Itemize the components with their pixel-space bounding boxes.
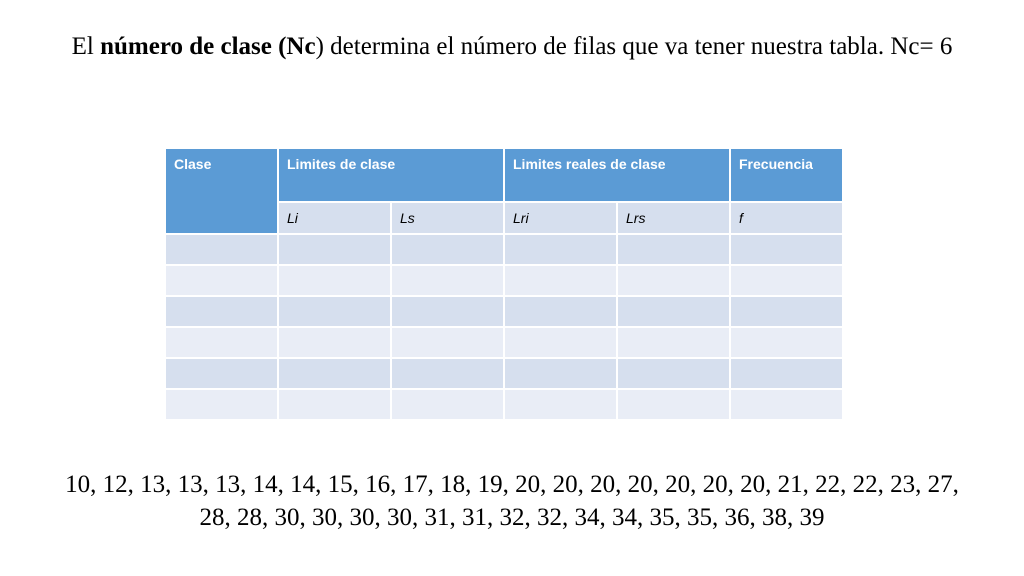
table-row [164,357,844,390]
subheader-lrs: Lrs [616,201,731,235]
table-cell [164,388,279,421]
subheader-li: Li [277,201,392,235]
table-row [164,233,844,266]
table-cell [503,233,618,266]
table-cell [164,233,279,266]
table-cell [729,357,844,390]
header-row: Clase Limites de clase Limites reales de… [164,147,844,235]
frequency-table: Clase Limites de clase Limites reales de… [164,147,844,421]
table-cell [390,264,505,297]
header-clase: Clase [164,147,279,235]
table-cell [164,295,279,328]
table-cell [616,264,731,297]
table-cell [616,357,731,390]
table-cell [277,264,392,297]
table-cell [277,388,392,421]
table-row [164,295,844,328]
subheader-row: Li Ls Lri Lrs f [165,201,844,235]
table-cell [503,388,618,421]
table-cell [277,233,392,266]
table-cell [503,295,618,328]
subheader-ls: Ls [390,201,505,235]
table-cell [503,357,618,390]
table-cell [616,295,731,328]
table-cell [616,233,731,266]
table-cell [277,357,392,390]
table-cell [503,264,618,297]
table-cell [729,388,844,421]
table-cell [729,264,844,297]
table-row [164,388,844,421]
data-values: 10, 12, 13, 13, 13, 14, 14, 15, 16, 17, … [65,471,959,531]
table-cell [277,295,392,328]
header-frecuencia: Frecuencia [729,147,844,203]
subheader-lri: Lri [503,201,618,235]
slide-title: El número de clase (Nc) determina el núm… [60,30,964,63]
table-cell [729,233,844,266]
table-cell [729,326,844,359]
table-cell [164,357,279,390]
table-row [164,264,844,297]
title-part2: ) determina el número de filas que va te… [315,33,953,60]
header-limites-reales: Limites reales de clase [503,147,731,203]
table-body [164,233,844,421]
table-cell [390,295,505,328]
table-cell [390,357,505,390]
table-row [164,326,844,359]
table-cell [164,326,279,359]
header-limites-clase: Limites de clase [277,147,505,203]
table-cell [390,388,505,421]
title-bold: número de clase (Nc [100,33,316,60]
table-cell [164,264,279,297]
table-cell [277,326,392,359]
table-cell [616,388,731,421]
table-cell [616,326,731,359]
table-cell [390,326,505,359]
title-part1: El [71,33,101,60]
table-cell [503,326,618,359]
subheader-f: f [729,201,844,235]
table-cell [729,295,844,328]
table-cell [390,233,505,266]
